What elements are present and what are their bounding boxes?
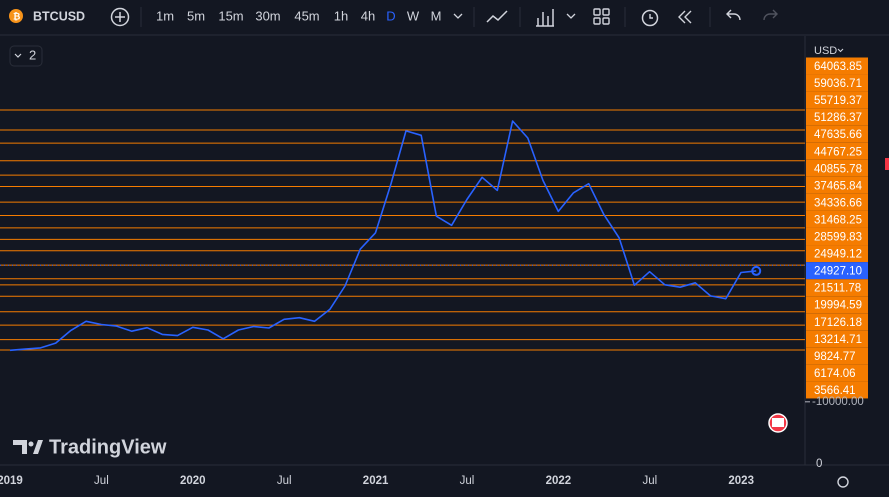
price-level-label: 3566.41 [814, 385, 856, 397]
currency[interactable]: USD [814, 45, 837, 57]
price-level-tag [806, 228, 868, 245]
price-level-label: 51286.37 [814, 112, 862, 124]
price-level-tag [806, 313, 868, 331]
price-level-label: 28599.83 [814, 232, 862, 244]
intervals-dropdown[interactable] [453, 13, 463, 19]
settings-button[interactable] [837, 476, 849, 488]
compare-button[interactable] [110, 7, 130, 27]
price-level-label: 19994.59 [814, 300, 862, 312]
badge-chevron [14, 53, 22, 58]
price-level-tag [806, 364, 868, 382]
price-level-tag [806, 176, 868, 194]
toolbar [0, 0, 889, 34]
interval-button[interactable]: 15m [218, 8, 243, 23]
price-level-label: 59036.71 [814, 78, 862, 90]
layout-badge[interactable] [9, 45, 43, 67]
interval-button[interactable]: 5m [187, 8, 205, 23]
last-point [751, 265, 762, 276]
last-price-tag [806, 262, 868, 280]
price-level-tag [806, 142, 868, 160]
price-level-tag [806, 210, 868, 228]
price-level-tag [806, 245, 868, 263]
price-level-label: 55719.37 [814, 95, 862, 107]
price-level-label: 47635.66 [814, 129, 862, 141]
time-label: 2022 [546, 475, 572, 487]
price-level-label: 13214.71 [814, 334, 862, 346]
price-line [9, 120, 757, 352]
layouts-button[interactable] [593, 8, 610, 25]
price-level-label: 34336.66 [814, 197, 862, 209]
side-marker [885, 158, 889, 170]
pane-zero-label: 0 [816, 458, 822, 470]
brand: TradingView [49, 436, 167, 458]
price-level-label: 9824.77 [814, 351, 856, 363]
interval-button[interactable]: 45m [294, 8, 319, 23]
price-level-label: 6174.06 [814, 368, 856, 380]
indicators-button[interactable] [536, 9, 554, 27]
time-label: 2020 [180, 475, 206, 487]
price-level-tag [806, 108, 868, 126]
interval-button[interactable]: 4h [361, 8, 375, 23]
price-level-tag [806, 159, 868, 177]
time-label: Jul [94, 475, 109, 487]
price-level-label: 31468.25 [814, 214, 862, 226]
last-price-label: 24927.10 [814, 266, 862, 278]
interval-button[interactable]: 30m [255, 8, 280, 23]
price-level-label: 21511.78 [814, 283, 861, 295]
axis-floor-label: -10000.00 [812, 396, 864, 408]
interval-button[interactable]: 1m [156, 8, 174, 23]
interval-button[interactable]: 1h [334, 8, 348, 23]
time-label: 2021 [363, 475, 389, 487]
price-level-tag [806, 57, 868, 75]
price-level-tag [806, 347, 868, 365]
price-level-label: 24949.12 [814, 249, 862, 261]
price-level-label: 44767.25 [814, 146, 862, 158]
price-level-tag [806, 296, 868, 314]
badge-count: 2 [29, 47, 36, 62]
symbol[interactable]: BTCUSD [33, 9, 85, 23]
price-level-label: 40855.78 [814, 163, 862, 175]
undo-button[interactable] [726, 9, 741, 21]
price-level-tag [806, 125, 868, 143]
price-level-label: 37465.84 [814, 180, 863, 192]
time-label: Jul [277, 475, 292, 487]
price-level-tag [806, 381, 868, 399]
indicators-dropdown[interactable] [566, 13, 576, 19]
interval-button[interactable]: M [431, 8, 442, 23]
price-level-tag [806, 74, 868, 92]
price-level-tag [806, 193, 868, 211]
price-level-label: 64063.85 [814, 61, 862, 73]
interval-button[interactable]: W [407, 8, 420, 23]
alert-button[interactable] [641, 9, 659, 27]
price-level-tag [806, 330, 868, 348]
time-label: 2023 [728, 475, 754, 487]
symbol-icon[interactable] [9, 9, 23, 23]
price-level-label: 17126.18 [814, 317, 862, 329]
time-label: Jul [460, 475, 475, 487]
symbol-icon-glyph: ₿ [13, 11, 20, 21]
interval-button[interactable]: D [386, 8, 395, 23]
replay-button[interactable] [678, 10, 692, 24]
currency-chevron [837, 48, 844, 53]
brand-logo [13, 440, 43, 454]
redo-button[interactable] [763, 9, 778, 21]
flag-field [772, 418, 784, 427]
price-level-tag [806, 279, 868, 297]
compare-plus [115, 12, 125, 22]
alert-clock [649, 14, 653, 19]
time-label: 2019 [0, 475, 23, 487]
price-level-tag [806, 91, 868, 109]
time-label: Jul [642, 475, 657, 487]
chart-style-button[interactable] [486, 10, 508, 23]
